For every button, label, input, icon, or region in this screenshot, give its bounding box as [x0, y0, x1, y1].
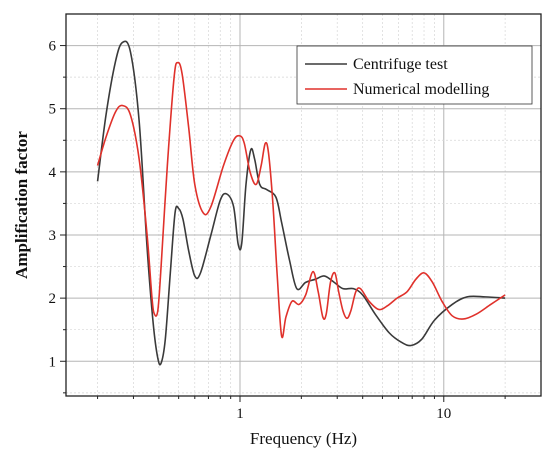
y-tick-label: 3: [49, 228, 57, 244]
y-tick-label: 5: [49, 102, 57, 118]
y-tick-label: 4: [49, 165, 57, 181]
y-tick-label: 1: [49, 354, 57, 370]
legend: Centrifuge test Numerical modelling: [296, 45, 533, 105]
series-centrifuge-test: [96, 40, 506, 366]
series-numerical-modelling: [96, 61, 506, 339]
legend-label-centrifuge: Centrifuge test: [353, 56, 448, 73]
plot-frame: [65, 13, 542, 397]
x-axis-title: Frequency (Hz): [250, 429, 357, 448]
x-tick-label: 10: [436, 406, 451, 422]
y-axis-title: Amplification factor: [12, 131, 31, 279]
y-tick-label: 2: [49, 291, 57, 307]
series-group: [96, 40, 506, 366]
axes-ticks: 1 10 1 2 3 4 5 6: [49, 39, 506, 422]
legend-box: [296, 45, 533, 105]
legend-label-numerical: Numerical modelling: [353, 81, 489, 98]
x-tick-label: 1: [236, 406, 244, 422]
y-tick-label: 6: [49, 39, 57, 55]
